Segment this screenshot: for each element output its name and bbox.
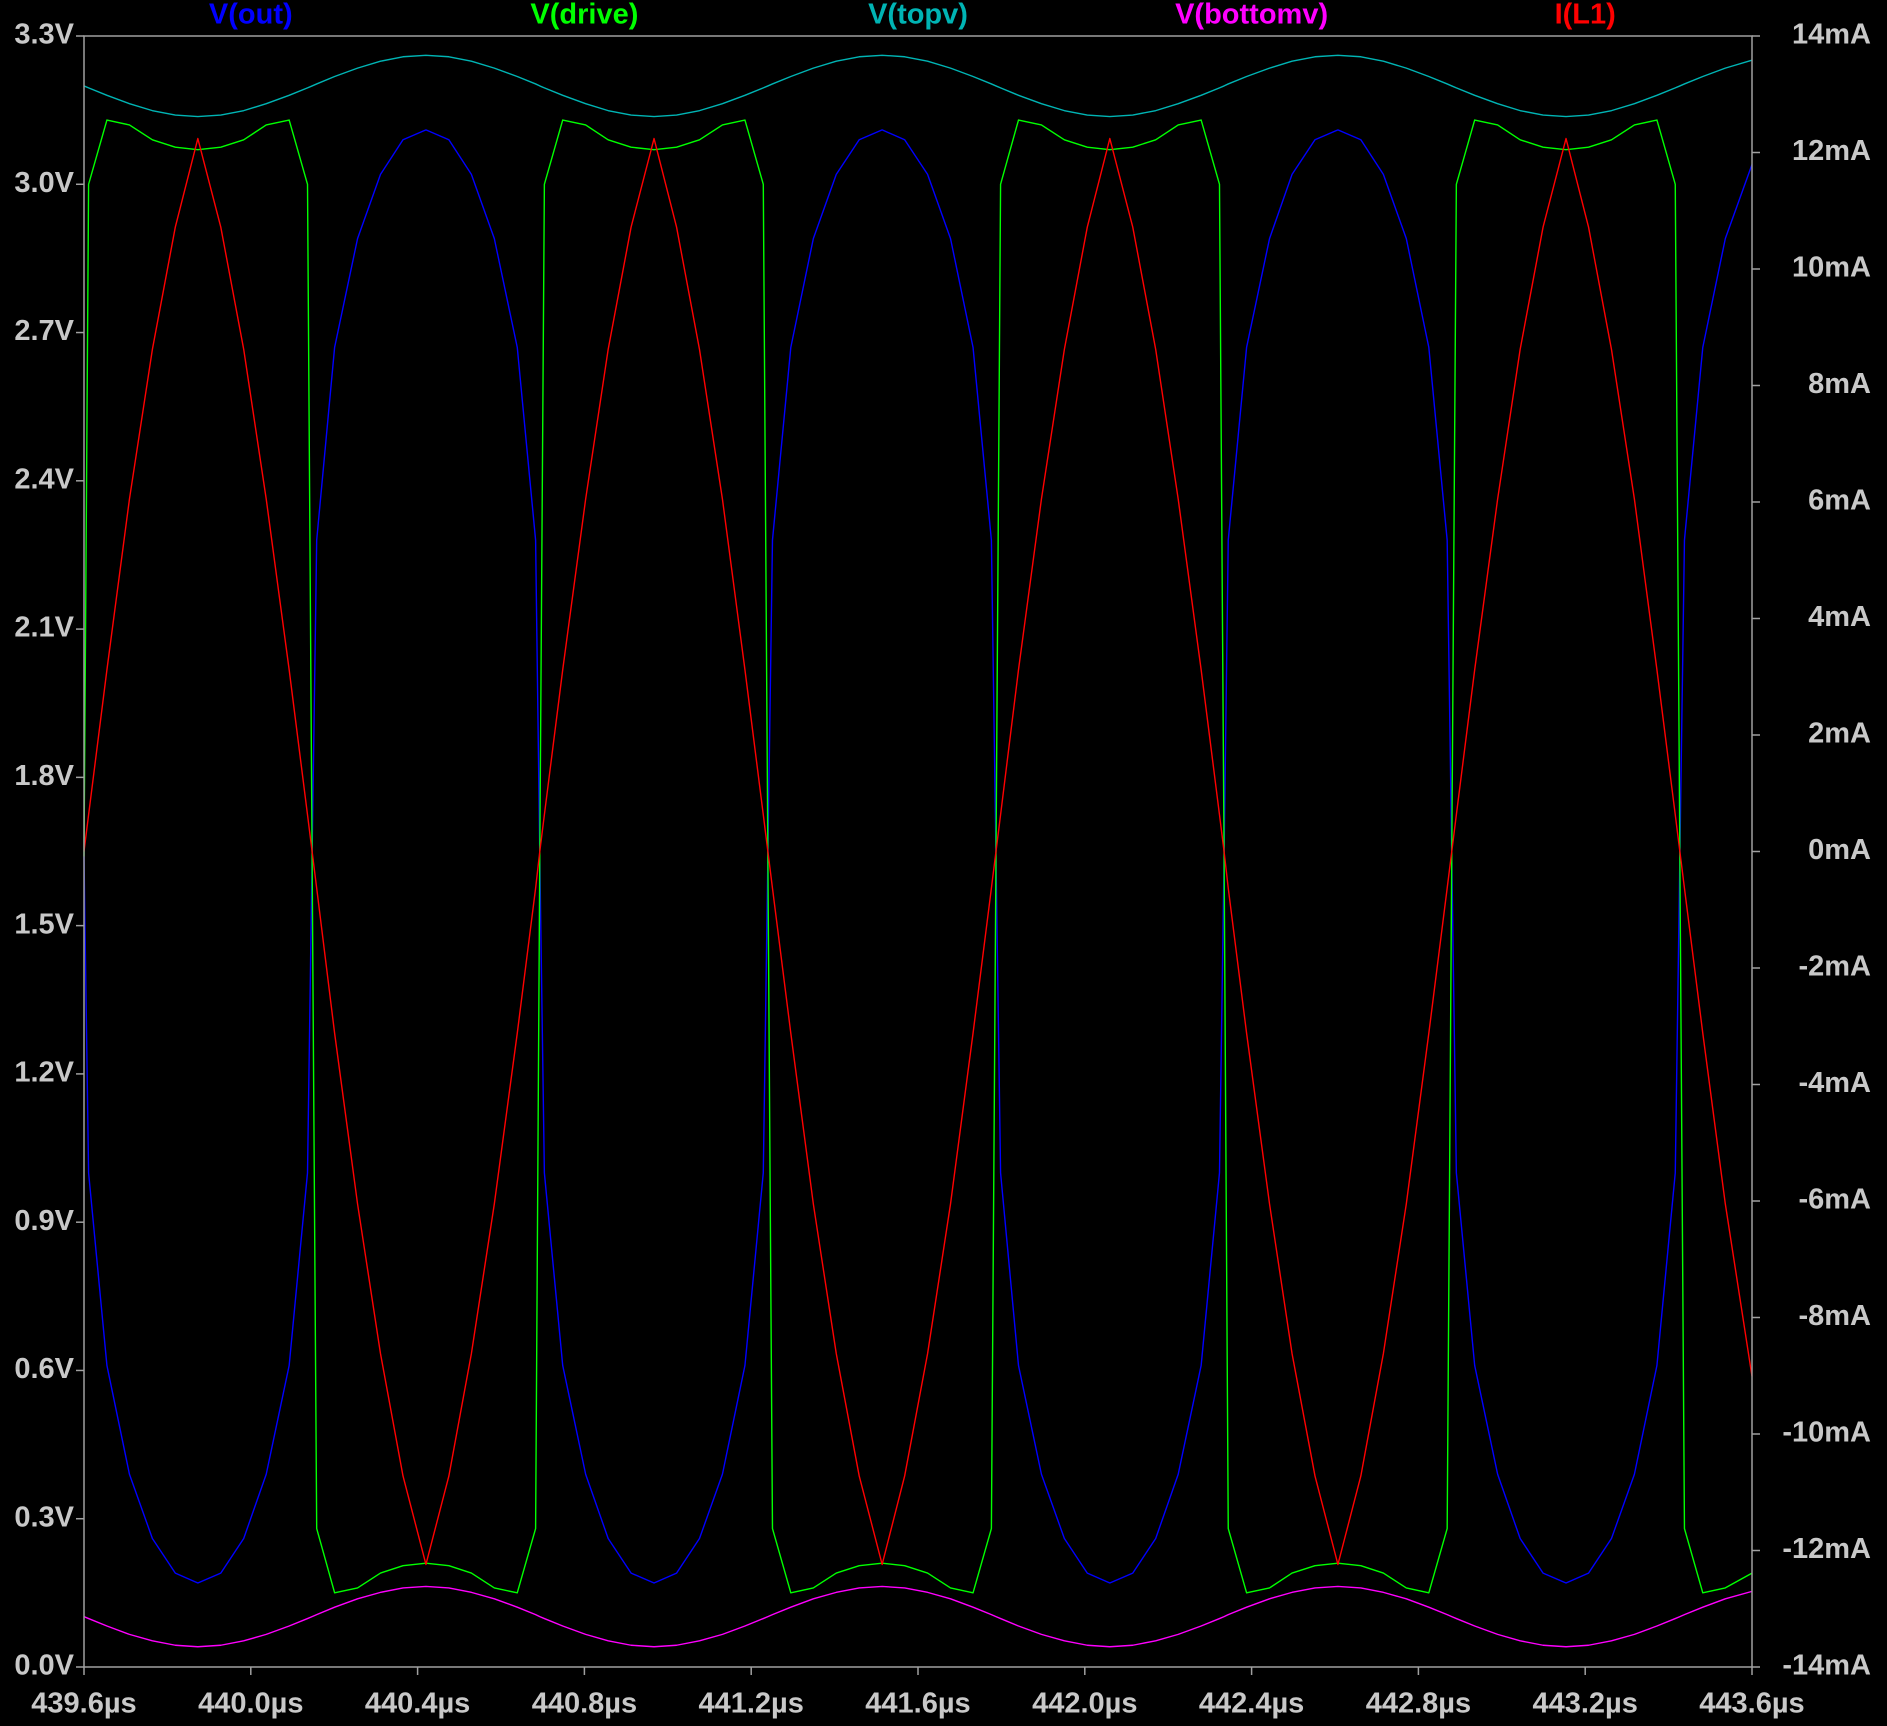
y2-tick-label: -10mA [1782, 1417, 1871, 1449]
series-line [83, 119, 1753, 1594]
y-tick-label: 0.3V [14, 1501, 74, 1533]
y-tick-label: 2.1V [14, 612, 74, 644]
y-tick-label: 3.3V [14, 19, 74, 51]
y2-tick-label: -4mA [1798, 1067, 1871, 1099]
x-tick-label: 443.2µs [1532, 1688, 1637, 1720]
legend-entry: V(bottomv) [1175, 0, 1328, 31]
y-tick-label: 1.2V [14, 1057, 74, 1089]
x-tick-label: 440.0µs [198, 1688, 303, 1720]
y2-tick-label: 14mA [1792, 19, 1871, 51]
x-tick-label: 441.6µs [865, 1688, 970, 1720]
x-tick-label: 440.8µs [532, 1688, 637, 1720]
legend-entry: V(out) [209, 0, 293, 31]
y2-tick-label: -8mA [1798, 1300, 1871, 1332]
y2-tick-label: 4mA [1808, 601, 1871, 633]
y2-tick-label: -2mA [1798, 951, 1871, 983]
y2-tick-label: 6mA [1808, 485, 1871, 517]
y2-tick-label: -6mA [1798, 1184, 1871, 1216]
x-tick-label: 440.4µs [365, 1688, 470, 1720]
y2-tick-label: -14mA [1782, 1650, 1871, 1682]
y2-tick-label: 10mA [1792, 252, 1871, 284]
series-line [83, 129, 1753, 1584]
y2-tick-label: 0mA [1808, 834, 1871, 866]
y-tick-label: 1.5V [14, 908, 74, 940]
legend-entry: V(topv) [868, 0, 968, 31]
x-tick-label: 441.2µs [698, 1688, 803, 1720]
y2-tick-label: -12mA [1782, 1533, 1871, 1565]
y-tick-label: 0.0V [14, 1650, 74, 1682]
series-line [83, 137, 1753, 1566]
series-line [83, 54, 1753, 118]
series-line [83, 1585, 1753, 1648]
x-tick-label: 442.4µs [1199, 1688, 1304, 1720]
x-tick-label: 439.6µs [31, 1688, 136, 1720]
x-tick-label: 442.0µs [1032, 1688, 1137, 1720]
x-tick-label: 442.8µs [1366, 1688, 1471, 1720]
legend-entry: V(drive) [530, 0, 638, 31]
y-tick-label: 1.8V [14, 760, 74, 792]
legend-entry: I(L1) [1555, 0, 1616, 31]
y2-tick-label: 12mA [1792, 135, 1871, 167]
y2-tick-label: 2mA [1808, 718, 1871, 750]
y-tick-label: 3.0V [14, 167, 74, 199]
x-tick-label: 443.6µs [1699, 1688, 1804, 1720]
y2-tick-label: 8mA [1808, 368, 1871, 400]
y-tick-label: 2.7V [14, 315, 74, 347]
plot-frame [83, 35, 1753, 1668]
y-tick-label: 0.9V [14, 1205, 74, 1237]
y-tick-label: 2.4V [14, 463, 74, 495]
y-tick-label: 0.6V [14, 1353, 74, 1385]
